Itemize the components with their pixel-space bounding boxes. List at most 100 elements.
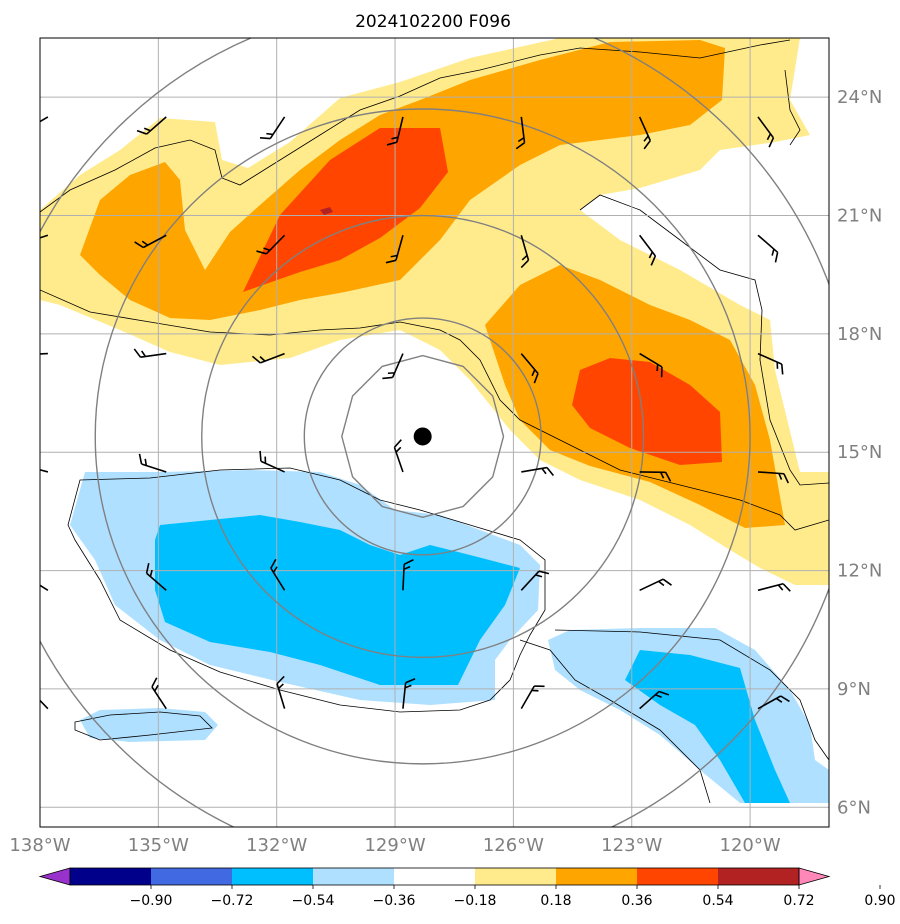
wind-barb: [639, 471, 672, 482]
wind-barb: [133, 348, 167, 358]
range-ring: [201, 214, 645, 659]
lat-tick-label: 9°N: [837, 679, 871, 700]
wind-barb: [520, 235, 530, 269]
wind-barb: [393, 439, 404, 473]
contour-line-north-east: [784, 69, 801, 146]
colorbar-segment: [556, 868, 638, 885]
contour-fill-neg-mid-southeast: [625, 650, 790, 803]
colorbar-labels: −0.90 −0.72 −0.54 −0.36 −0.18 0.18 0.36 0.54 0.7…: [130, 885, 896, 909]
colorbar-segment: [718, 868, 800, 885]
wind-barb: [639, 234, 657, 266]
lat-tick-label: 15°N: [837, 442, 882, 463]
inner-range-ring: [341, 354, 505, 519]
wind-barb: [638, 116, 652, 150]
colorbar-segment: [394, 868, 476, 885]
lat-tick-label: 24°N: [837, 87, 882, 108]
contour-line-south-edge: [40, 289, 829, 531]
colorbar: [38, 867, 831, 886]
wind-barb: [402, 559, 414, 591]
lon-tick-label: 123°W: [601, 835, 662, 856]
wind-barb: [757, 695, 790, 710]
wind-barb: [259, 116, 286, 140]
wind-barbs: [40, 116, 791, 710]
negative-anomaly-shading: [70, 470, 829, 803]
colorbar-segment: [70, 868, 152, 885]
wind-barb: [639, 352, 663, 378]
wind-barb: [40, 116, 49, 131]
contour-fill-pos-high-north: [243, 128, 448, 292]
colorbar-tick-label: −0.18: [454, 893, 497, 909]
colorbar-tick-label: 0.18: [540, 893, 571, 909]
wind-barb: [40, 352, 48, 356]
wind-barb: [757, 234, 779, 263]
colorbar-tick-label: −0.36: [373, 893, 416, 909]
map-plot: [40, 38, 829, 827]
wind-barb: [134, 234, 167, 249]
wind-barb: [382, 353, 404, 380]
latitude-labels: 24°N 21°N 18°N 15°N 12°N 9°N 6°N: [837, 87, 882, 818]
wind-barb: [40, 234, 49, 245]
wind-barb: [386, 116, 404, 146]
wind-barb: [757, 116, 775, 148]
range-ring: [94, 108, 751, 765]
wind-barb: [757, 352, 784, 375]
wind-barb: [385, 235, 404, 264]
contour-line-east-ridge: [579, 194, 829, 486]
colorbar-segment: [232, 868, 314, 885]
wind-barb: [757, 582, 791, 592]
lat-tick-label: 6°N: [837, 797, 871, 818]
wind-barb: [259, 450, 285, 473]
colorbar-tick-label: 0.72: [783, 893, 814, 909]
colorbar-segment: [313, 868, 395, 885]
wind-barb: [251, 352, 285, 364]
lon-tick-label: 135°W: [128, 835, 189, 856]
lat-tick-label: 18°N: [837, 324, 882, 345]
contour-line-neg-southeast-outer: [554, 629, 829, 761]
colorbar-tick-label: −0.90: [130, 893, 173, 909]
range-ring: [303, 317, 542, 556]
wind-barb: [276, 675, 286, 709]
wind-barb: [515, 116, 526, 150]
plot-frame: [39, 37, 830, 828]
wind-barb: [520, 353, 539, 384]
wind-barb: [639, 578, 672, 592]
longitude-labels: 138°W 135°W 132°W 129°W 126°W 123°W 120°W: [9, 835, 780, 856]
contour-line-north: [40, 39, 791, 213]
wind-barb: [40, 575, 49, 591]
lon-tick-label: 126°W: [483, 835, 544, 856]
colorbar-segment: [475, 868, 557, 885]
storm-center-marker: [413, 427, 432, 446]
wind-barb: [40, 464, 49, 473]
contour-lines: [40, 39, 829, 804]
colorbar-outline: [69, 867, 800, 886]
colorbar-tick-label: 0.54: [702, 893, 733, 909]
colorbar-tick-label: −0.72: [211, 893, 254, 909]
range-rings: [40, 38, 829, 827]
wind-barb: [151, 677, 167, 710]
lon-tick-label: 132°W: [246, 835, 307, 856]
wind-barb: [138, 453, 167, 473]
wind-barb: [40, 689, 49, 710]
wind-barb: [757, 471, 790, 484]
contour-fill-pos-high-east: [572, 358, 722, 465]
colorbar-segment: [637, 868, 719, 885]
contour-fill-pos-max: [320, 207, 333, 215]
wind-barb: [402, 678, 416, 709]
contour-fill-neg-mid-central: [155, 515, 520, 685]
wind-barb: [256, 234, 286, 255]
colorbar-extend-low: [38, 867, 71, 886]
colorbar-extend-high: [798, 867, 831, 886]
colorbar-tick-label: 0.90: [864, 893, 895, 909]
contour-fill-neg-light-west: [80, 708, 218, 742]
colorbar-tick-label: −0.54: [292, 893, 335, 909]
wind-barb: [270, 558, 286, 591]
colorbar-tick-label: 0.36: [621, 893, 652, 909]
lat-tick-label: 21°N: [837, 206, 882, 227]
lon-tick-label: 120°W: [720, 835, 781, 856]
contour-line-neg-west: [74, 711, 213, 741]
wind-barb: [520, 570, 550, 591]
wind-barb: [520, 685, 545, 710]
colorbar-segment: [151, 868, 233, 885]
lon-tick-label: 129°W: [364, 835, 425, 856]
